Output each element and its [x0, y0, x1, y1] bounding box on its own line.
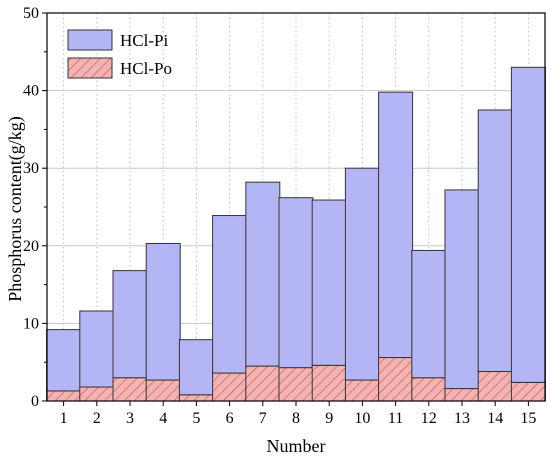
legend-swatch-hcl-po [67, 57, 113, 79]
x-tick-label: 10 [354, 410, 370, 427]
bar-hcl-po [178, 394, 214, 402]
bar-hcl-pi [112, 270, 148, 379]
y-tick-label: 40 [23, 83, 39, 100]
x-tick-label: 13 [454, 410, 470, 427]
x-tick-label: 5 [192, 410, 200, 427]
y-tick-label: 10 [23, 315, 39, 332]
bar-hcl-po [145, 379, 181, 402]
bar-hcl-pi [145, 242, 181, 381]
bar-hcl-pi [344, 167, 380, 381]
bars-group [46, 66, 546, 402]
x-tick-label: 8 [292, 410, 300, 427]
bar-hcl-po [510, 381, 546, 402]
bar-hcl-po [444, 388, 480, 402]
legend: HCl-Pi HCl-Po [67, 29, 172, 79]
legend-label-hcl-po: HCl-Po [120, 59, 172, 78]
bar-hcl-po [278, 367, 314, 402]
bar-hcl-pi [510, 66, 546, 383]
bar-hcl-po [46, 390, 82, 402]
bar-hcl-pi [378, 91, 414, 359]
x-tick-label: 14 [487, 410, 503, 427]
x-tick-label: 15 [520, 410, 536, 427]
x-tick-label: 12 [421, 410, 437, 427]
x-tick-label: 4 [159, 410, 167, 427]
bar-hcl-po [311, 364, 347, 402]
bar-hcl-po [344, 379, 380, 402]
bar-hcl-pi [212, 215, 248, 374]
bar-hcl-po [79, 386, 115, 402]
x-tick-label: 11 [388, 410, 403, 427]
x-tick-label: 3 [126, 410, 134, 427]
bar-hcl-po [378, 357, 414, 402]
x-tick-label: 1 [60, 410, 68, 427]
x-tick-label: 7 [259, 410, 267, 427]
x-tick-label: 6 [226, 410, 234, 427]
bar-hcl-pi [444, 189, 480, 390]
bar-hcl-pi [477, 109, 513, 373]
bar-hcl-po [411, 377, 447, 402]
x-tick-label: 9 [325, 410, 333, 427]
bar-hcl-pi [79, 310, 115, 388]
x-axis-label: Number [267, 436, 326, 456]
y-tick-label: 0 [31, 393, 39, 410]
legend-swatch-hcl-pi [67, 29, 113, 51]
x-tick-label: 2 [93, 410, 101, 427]
y-tick-label: 20 [23, 238, 39, 255]
bar-hcl-po [245, 365, 281, 402]
bar-hcl-po [212, 372, 248, 402]
bar-hcl-pi [311, 199, 347, 366]
y-axis-label: Phosphorus content(g/kg) [5, 116, 26, 301]
bar-hcl-po [477, 371, 513, 402]
legend-label-hcl-pi: HCl-Pi [120, 31, 168, 50]
y-tick-label: 30 [23, 160, 39, 177]
y-tick-label: 50 [23, 5, 39, 22]
bar-hcl-pi [278, 197, 314, 369]
bar-hcl-pi [245, 181, 281, 367]
bar-hcl-pi [46, 329, 82, 392]
bar-hcl-pi [178, 339, 214, 396]
bar-hcl-po [112, 377, 148, 402]
bar-hcl-pi [411, 249, 447, 379]
